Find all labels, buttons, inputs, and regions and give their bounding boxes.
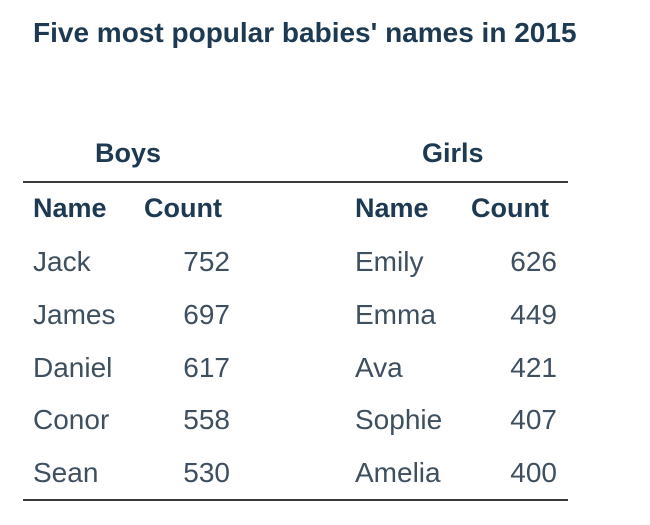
girls-group-heading: Girls xyxy=(422,138,484,168)
table-row: Conor 558 Sophie 407 xyxy=(0,394,650,447)
girl-name-cell: Emma xyxy=(355,298,436,330)
boy-count-cell: 558 xyxy=(183,404,230,436)
boys-group-heading: Boys xyxy=(95,138,162,168)
girl-count-cell: 626 xyxy=(510,246,557,277)
girl-name-cell: Sophie xyxy=(355,404,443,436)
girl-count-cell: 407 xyxy=(510,404,557,436)
boy-count-cell: 697 xyxy=(183,298,230,330)
boy-name-cell: Conor xyxy=(33,404,110,436)
boy-count-cell: 530 xyxy=(183,457,230,488)
girl-name-cell: Emily xyxy=(355,246,424,277)
table-body: Jack 752 Emily 626 James 697 Emma 449 Da… xyxy=(0,236,650,500)
boys-count-header: Count xyxy=(144,193,222,223)
boy-name-cell: James xyxy=(33,298,116,330)
boys-name-header: Name xyxy=(33,193,107,223)
girl-name-cell: Amelia xyxy=(355,457,441,488)
bottom-rule xyxy=(23,499,568,501)
boy-count-cell: 617 xyxy=(183,351,230,383)
table-row: James 697 Emma 449 xyxy=(0,289,650,342)
table-row: Daniel 617 Ava 421 xyxy=(0,342,650,395)
girls-name-header: Name xyxy=(355,193,429,223)
girl-count-cell: 421 xyxy=(510,351,557,383)
boy-name-cell: Sean xyxy=(33,457,99,488)
boy-count-cell: 752 xyxy=(183,246,230,277)
table-title: Five most popular babies' names in 2015 xyxy=(33,17,577,48)
girls-count-header: Count xyxy=(471,193,549,223)
table-row: Jack 752 Emily 626 xyxy=(0,236,650,289)
boy-name-cell: Jack xyxy=(33,246,91,277)
top-rule xyxy=(23,181,568,183)
girl-name-cell: Ava xyxy=(355,351,403,383)
boy-name-cell: Daniel xyxy=(33,351,113,383)
girl-count-cell: 449 xyxy=(510,298,557,330)
table-row: Sean 530 Amelia 400 xyxy=(0,447,650,500)
girl-count-cell: 400 xyxy=(510,457,557,488)
